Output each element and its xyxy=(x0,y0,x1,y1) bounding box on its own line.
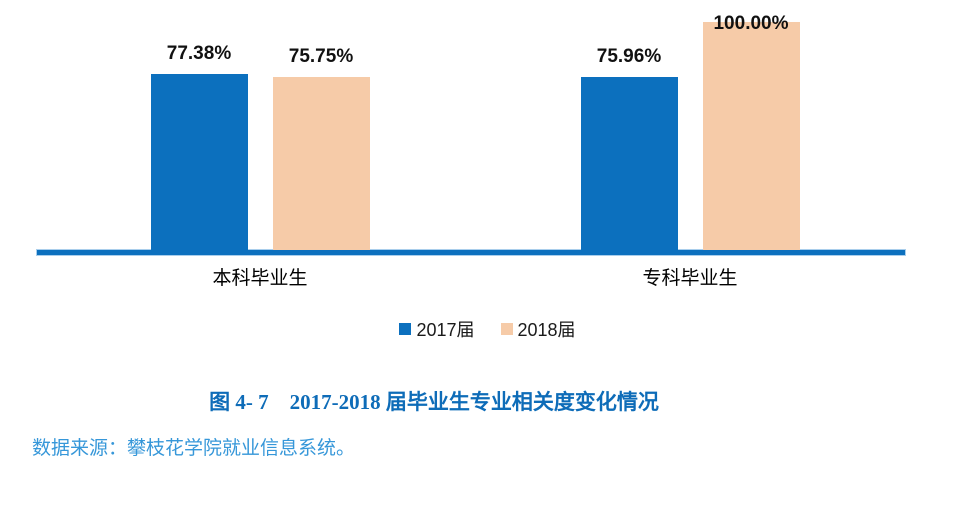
legend-label-2017: 2017届 xyxy=(416,320,475,340)
legend-label-2018: 2018届 xyxy=(517,320,576,340)
source-note: 数据来源：攀枝花学院就业信息系统。 xyxy=(32,438,356,459)
figure-caption: 图 4- 7 2017-2018 届毕业生专业相关度变化情况 xyxy=(209,390,659,414)
category-label-juniorcollege: 专科毕业生 xyxy=(642,268,738,289)
bar-2017届-本科毕业生 xyxy=(150,74,248,250)
bar-2018届-本科毕业生 xyxy=(272,77,370,250)
legend-item-2017: 2017届 xyxy=(399,316,475,342)
legend-swatch-2017-icon xyxy=(399,323,412,335)
bar-value-label: 77.38% xyxy=(166,43,232,64)
plot-area: 本科毕业生 专科毕业生 2017届 2018届 77.38% 75.75% 75.9… xyxy=(0,13,975,342)
bar-value-label: 75.96% xyxy=(596,46,662,67)
x-axis-line xyxy=(37,250,905,255)
bar-2017届-专科毕业生 xyxy=(580,77,678,250)
bar-2018届-专科毕业生 xyxy=(702,22,800,250)
legend: 2017届 2018届 xyxy=(0,316,975,342)
legend-swatch-2018-icon xyxy=(500,323,513,335)
bar-value-label: 75.75% xyxy=(288,46,354,67)
legend-item-2018: 2018届 xyxy=(500,316,576,342)
category-label-undergraduate: 本科毕业生 xyxy=(212,268,308,289)
bar-value-label: 100.00% xyxy=(713,13,789,34)
